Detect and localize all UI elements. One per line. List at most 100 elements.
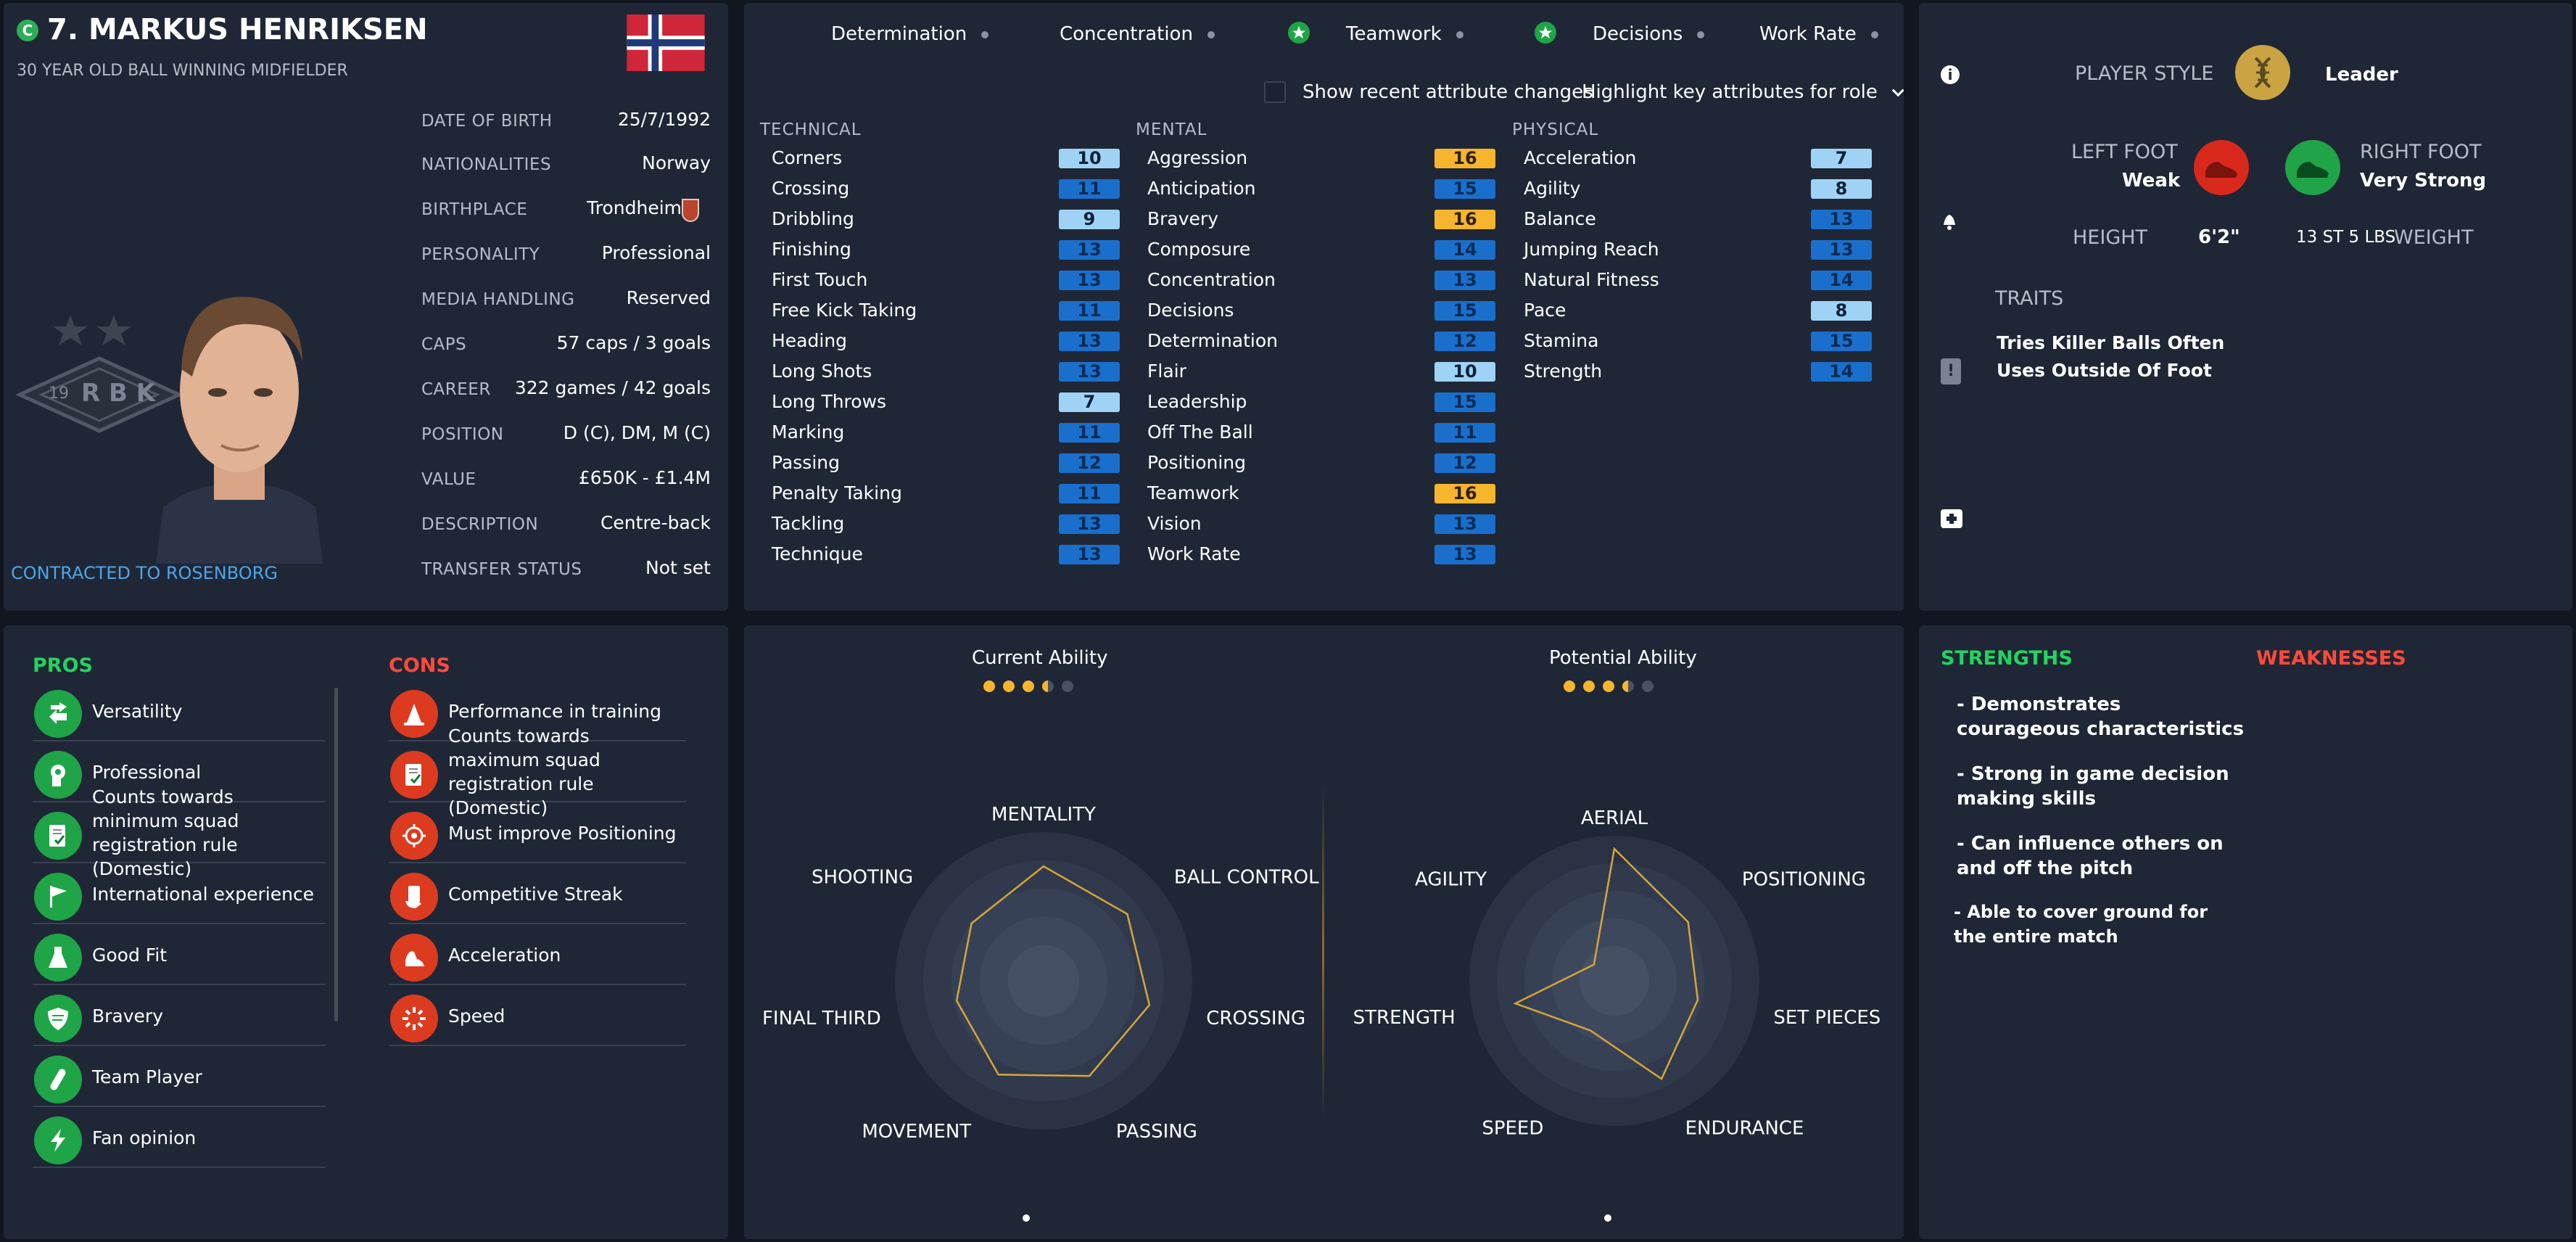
attribute-row[interactable]: Corners 10 — [760, 145, 1120, 171]
highlight-dropdown[interactable]: Highlight key attributes for role — [1582, 81, 1904, 103]
attribute-name: Concentration — [1147, 269, 1276, 290]
attribute-row[interactable]: Crossing 11 — [760, 176, 1120, 202]
attribute-row[interactable]: Acceleration 7 — [1512, 145, 1872, 171]
pro-item[interactable]: Fan opinion — [33, 1107, 326, 1168]
attribute-row[interactable]: Determination 12 — [1136, 328, 1495, 354]
attribute-row[interactable]: Finishing 13 — [760, 237, 1120, 263]
dot-icon — [981, 30, 989, 38]
key-attribute[interactable]: Concentration — [1060, 23, 1215, 45]
dot-icon — [1697, 30, 1705, 38]
attribute-name: Long Throws — [772, 391, 887, 412]
attribute-row[interactable]: Technique 13 — [760, 541, 1120, 567]
item-text: Bravery — [92, 1005, 163, 1027]
item-text: Performance in training — [448, 700, 661, 722]
norway-flag-icon[interactable] — [622, 15, 710, 71]
medical-kit-icon[interactable] — [1941, 509, 1962, 528]
attribute-row[interactable]: Off The Ball 11 — [1136, 419, 1495, 445]
attribute-row[interactable]: Teamwork 16 — [1136, 480, 1495, 506]
attribute-row[interactable]: Work Rate 13 — [1136, 541, 1495, 567]
pro-item[interactable]: Team Player — [33, 1046, 326, 1107]
attribute-value: 11 — [1059, 484, 1120, 503]
pro-item[interactable]: Professional — [33, 741, 326, 802]
attribute-name: Dribbling — [772, 208, 854, 229]
boot-icon — [390, 934, 438, 982]
con-item[interactable]: Speed — [389, 985, 686, 1046]
attribute-row[interactable]: Passing 12 — [760, 450, 1120, 476]
attribute-value: 12 — [1434, 453, 1495, 473]
traits-label: TRAITS — [1995, 287, 2064, 310]
pros-scrollbar[interactable] — [334, 688, 338, 1021]
attribute-row[interactable]: Vision 13 — [1136, 511, 1495, 537]
attribute-row[interactable]: Tackling 13 — [760, 511, 1120, 537]
attribute-name: Crossing — [772, 178, 850, 199]
attribute-row[interactable]: Composure 14 — [1136, 237, 1495, 263]
con-item[interactable]: Must improve Positioning — [389, 802, 686, 863]
attribute-row[interactable]: Positioning 12 — [1136, 450, 1495, 476]
attribute-row[interactable]: Natural Fitness 14 — [1512, 267, 1872, 293]
key-attribute[interactable]: Decisions — [1535, 21, 1705, 46]
attribute-row[interactable]: Heading 13 — [760, 328, 1120, 354]
chevron-down-icon — [1891, 84, 1904, 97]
attribute-value: 13 — [1434, 545, 1495, 564]
attribute-row[interactable]: Strength 14 — [1512, 358, 1872, 384]
info-icon[interactable]: i — [1941, 65, 1960, 84]
attribute-value: 13 — [1811, 240, 1872, 260]
attribute-row[interactable]: First Touch 13 — [760, 267, 1120, 293]
attribute-value: 14 — [1434, 240, 1495, 260]
attribute-row[interactable]: Long Throws 7 — [760, 389, 1120, 415]
warning-icon[interactable]: ! — [1941, 358, 1961, 384]
detail-value: £650K - £1.4M — [578, 467, 711, 488]
attribute-row[interactable]: Free Kick Taking 11 — [760, 297, 1120, 324]
attribute-row[interactable]: Anticipation 15 — [1136, 176, 1495, 202]
attribute-row[interactable]: Flair 10 — [1136, 358, 1495, 384]
attribute-row[interactable]: Long Shots 13 — [760, 358, 1120, 384]
radar-divider — [1322, 785, 1324, 1119]
con-item[interactable]: Acceleration — [389, 924, 686, 985]
con-item[interactable]: Counts towards maximum squad registratio… — [389, 725, 686, 818]
attribute-row[interactable]: Balance 13 — [1512, 206, 1872, 232]
physical-header: PHYSICAL — [1512, 120, 1599, 139]
attribute-row[interactable]: Dribbling 9 — [760, 206, 1120, 232]
attribute-row[interactable]: Decisions 15 — [1136, 297, 1495, 324]
attribute-value: 7 — [1811, 149, 1872, 168]
attribute-name: Leadership — [1147, 391, 1247, 412]
attribute-name: Penalty Taking — [772, 482, 902, 503]
attribute-row[interactable]: Agility 8 — [1512, 176, 1872, 202]
attribute-row[interactable]: Stamina 15 — [1512, 328, 1872, 354]
pro-item[interactable]: International experience — [33, 863, 326, 924]
key-attribute[interactable]: Teamwork — [1288, 21, 1464, 46]
strength-item: - Strong in game decision making skills — [1957, 763, 2229, 810]
pager-dot[interactable] — [1604, 1214, 1611, 1222]
show-changes-label[interactable]: Show recent attribute changes — [1303, 81, 1593, 103]
pro-item[interactable]: Bravery — [33, 985, 326, 1046]
radar-chart-attacking: MENTALITY BALL CONTROL CROSSING PASSING MOVE… — [762, 804, 1319, 1143]
pro-item[interactable]: Good Fit — [33, 924, 326, 985]
detail-value: Trondheim — [587, 197, 682, 218]
pro-item[interactable]: Counts towards minimum squad registratio… — [33, 786, 326, 879]
attribute-name: Aggression — [1147, 147, 1248, 168]
show-changes-checkbox[interactable] — [1264, 81, 1286, 103]
contract-status[interactable]: CONTRACTED TO ROSENBORG — [11, 563, 278, 583]
con-item[interactable]: Performance in training — [389, 680, 686, 741]
attribute-row[interactable]: Marking 11 — [760, 419, 1120, 445]
pro-item[interactable]: Versatility — [33, 680, 326, 741]
radar-label: AGILITY — [1415, 869, 1487, 891]
attribute-row[interactable]: Penalty Taking 11 — [760, 480, 1120, 506]
attribute-row[interactable]: Aggression 16 — [1136, 145, 1495, 171]
lightning-icon — [34, 1116, 82, 1164]
con-item[interactable]: Competitive Streak — [389, 863, 686, 924]
bell-icon[interactable] — [1941, 212, 1958, 231]
attribute-row[interactable]: Leadership 15 — [1136, 389, 1495, 415]
club-crest-icon: 19 R B K — [12, 293, 186, 438]
attribute-row[interactable]: Bravery 16 — [1136, 206, 1495, 232]
arrows-icon — [34, 690, 82, 738]
pager-dot[interactable] — [1023, 1214, 1030, 1222]
attribute-row[interactable]: Jumping Reach 13 — [1512, 237, 1872, 263]
key-attribute[interactable]: Determination — [831, 23, 989, 45]
attribute-row[interactable]: Pace 8 — [1512, 297, 1872, 324]
weaknesses-label: WEAKNESSES — [2256, 647, 2406, 670]
dna-icon[interactable] — [2235, 45, 2290, 100]
attribute-value: 13 — [1059, 332, 1120, 351]
key-attribute[interactable]: Work Rate — [1759, 23, 1878, 45]
attribute-row[interactable]: Concentration 13 — [1136, 267, 1495, 293]
